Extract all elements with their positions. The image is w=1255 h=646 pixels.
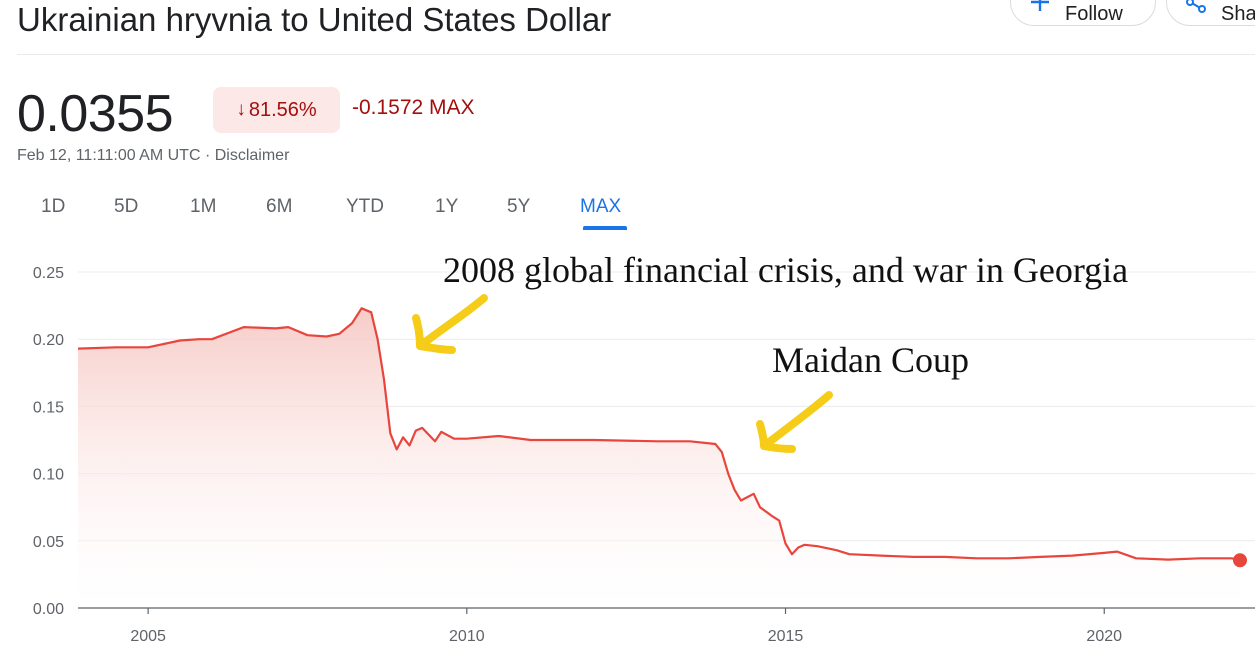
current-price: 0.0355 <box>17 85 174 143</box>
tab-1y[interactable]: 1Y <box>435 196 459 217</box>
absolute-change: -0.1572 MAX <box>352 96 475 119</box>
tab-5d[interactable]: 5D <box>114 196 139 217</box>
active-tab-indicator <box>583 226 627 230</box>
x-axis-ticks: 2005 2010 2015 2020 <box>130 608 1122 645</box>
tab-1m[interactable]: 1M <box>190 196 217 217</box>
tab-5y[interactable]: 5Y <box>507 196 531 217</box>
y-tick-label: 0.05 <box>33 534 64 551</box>
price-chart[interactable]: 0.00 0.05 0.10 0.15 0.20 0.25 2005 2010 2015 202… <box>0 240 1255 646</box>
annotation-financial-crisis: 2008 global financial crisis, and war in… <box>443 250 1129 290</box>
annotation-arrow-2 <box>756 391 833 453</box>
x-tick-label: 2010 <box>449 628 485 645</box>
price-area <box>78 308 1240 608</box>
share-icon <box>1185 0 1207 13</box>
x-tick-label: 2005 <box>130 628 166 645</box>
percent-change-value: 81.56% <box>248 98 317 121</box>
tab-max[interactable]: MAX <box>580 196 622 217</box>
y-tick-label: 0.10 <box>33 467 64 484</box>
y-tick-label: 0.00 <box>33 601 64 618</box>
percent-change-badge: ↓ 81.56% <box>213 87 340 133</box>
y-tick-label: 0.25 <box>33 265 64 282</box>
share-label: Shar <box>1221 2 1255 25</box>
annotation-arrow-1 <box>412 294 488 354</box>
follow-button[interactable]: Follow <box>1010 0 1156 26</box>
page-title: Ukrainian hryvnia to United States Dolla… <box>17 1 612 38</box>
follow-label: Follow <box>1065 2 1123 25</box>
arrow-down-icon: ↓ <box>236 99 246 120</box>
quote-timestamp: Feb 12, 11:11:00 AM UTC · Disclaimer <box>17 147 290 164</box>
current-price-dot <box>1233 553 1247 568</box>
plus-icon <box>1029 0 1051 13</box>
tab-1d[interactable]: 1D <box>41 196 66 217</box>
x-tick-label: 2015 <box>768 628 804 645</box>
y-tick-label: 0.15 <box>33 399 64 416</box>
price-line <box>77 307 1241 562</box>
y-tick-label: 0.20 <box>33 332 64 349</box>
y-axis-ticks: 0.00 0.05 0.10 0.15 0.20 0.25 <box>33 265 64 618</box>
annotation-maidan: Maidan Coup <box>772 340 969 380</box>
tab-ytd[interactable]: YTD <box>346 196 384 217</box>
header-divider <box>17 54 1255 55</box>
share-button[interactable]: Shar <box>1166 0 1255 26</box>
x-tick-label: 2020 <box>1086 628 1122 645</box>
tab-6m[interactable]: 6M <box>266 196 293 217</box>
